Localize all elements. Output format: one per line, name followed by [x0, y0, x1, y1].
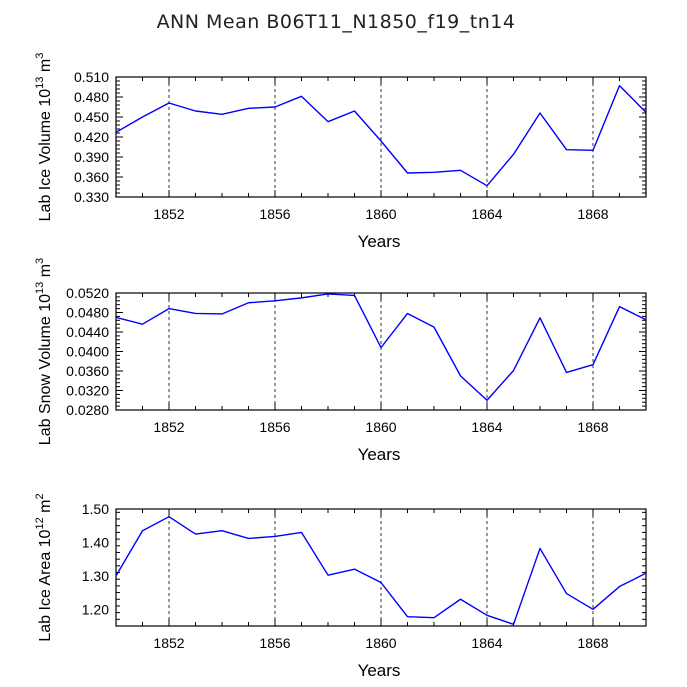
series-line-0 — [115, 515, 647, 626]
y-tick-label: 1.40 — [82, 534, 109, 550]
panel-snow-volume: 1852 1856 1860 1864 1868 0.0280 0.0320 0.0360 0.… — [34, 258, 647, 464]
y-tick-label: 0.0480 — [66, 305, 109, 321]
y-tick-label: 0.330 — [74, 189, 109, 205]
y-tick-label: 0.0400 — [66, 344, 109, 360]
y-tick-label: 0.0520 — [66, 285, 109, 301]
panel-ice-area: 1852 1856 1860 1864 1868 1.20 1.30 1.40 1.50 Year… — [34, 493, 647, 680]
x-tick-label: 1856 — [259, 635, 290, 651]
y-tick-label: 0.390 — [74, 149, 109, 165]
plot-frame — [115, 292, 647, 411]
x-tick-label: 1856 — [259, 206, 290, 222]
x-tick-label: 1852 — [153, 419, 184, 435]
x-tick-label: 1864 — [471, 635, 502, 651]
y-tick-label: 0.360 — [74, 169, 109, 185]
x-tick-label: 1860 — [365, 206, 396, 222]
y-tick-label: 0.0440 — [66, 324, 109, 340]
y-tick-label: 0.0360 — [66, 363, 109, 379]
x-axis-title: Years — [358, 445, 401, 464]
y-axis-title: Lab Snow Volume 1013 m3 — [34, 258, 54, 445]
x-tick-label: 1852 — [153, 635, 184, 651]
plot-frame — [115, 508, 647, 627]
series-line-0 — [115, 293, 647, 401]
x-tick-label: 1860 — [365, 419, 396, 435]
figure-title: ANN Mean B06T11_N1850_f19_tn14 — [157, 11, 516, 33]
y-tick-label: 1.20 — [82, 601, 109, 617]
x-tick-label: 1860 — [365, 635, 396, 651]
x-tick-label: 1868 — [577, 419, 608, 435]
y-axis-title: Lab Ice Volume 1013 m3 — [34, 53, 54, 222]
x-tick-label: 1868 — [577, 206, 608, 222]
x-tick-label: 1864 — [471, 206, 502, 222]
series-line-0 — [115, 84, 647, 187]
x-tick-label: 1852 — [153, 206, 184, 222]
y-tick-label: 1.30 — [82, 568, 109, 584]
x-tick-label: 1864 — [471, 419, 502, 435]
y-tick-label: 0.0280 — [66, 402, 109, 418]
panel-ice-volume: 1852 1856 1860 1864 1868 0.330 0.360 0.390 0.420… — [34, 53, 647, 251]
y-tick-label: 0.510 — [74, 69, 109, 85]
y-tick-label: 1.50 — [82, 501, 109, 517]
x-tick-label: 1856 — [259, 419, 290, 435]
y-tick-label: 0.420 — [74, 129, 109, 145]
y-tick-label: 0.0320 — [66, 383, 109, 399]
x-axis-title: Years — [358, 661, 401, 680]
x-tick-label: 1868 — [577, 635, 608, 651]
y-axis-title: Lab Ice Area 1012 m2 — [34, 493, 54, 641]
y-tick-label: 0.450 — [74, 109, 109, 125]
y-tick-label: 0.480 — [74, 89, 109, 105]
x-axis-title: Years — [358, 232, 401, 251]
